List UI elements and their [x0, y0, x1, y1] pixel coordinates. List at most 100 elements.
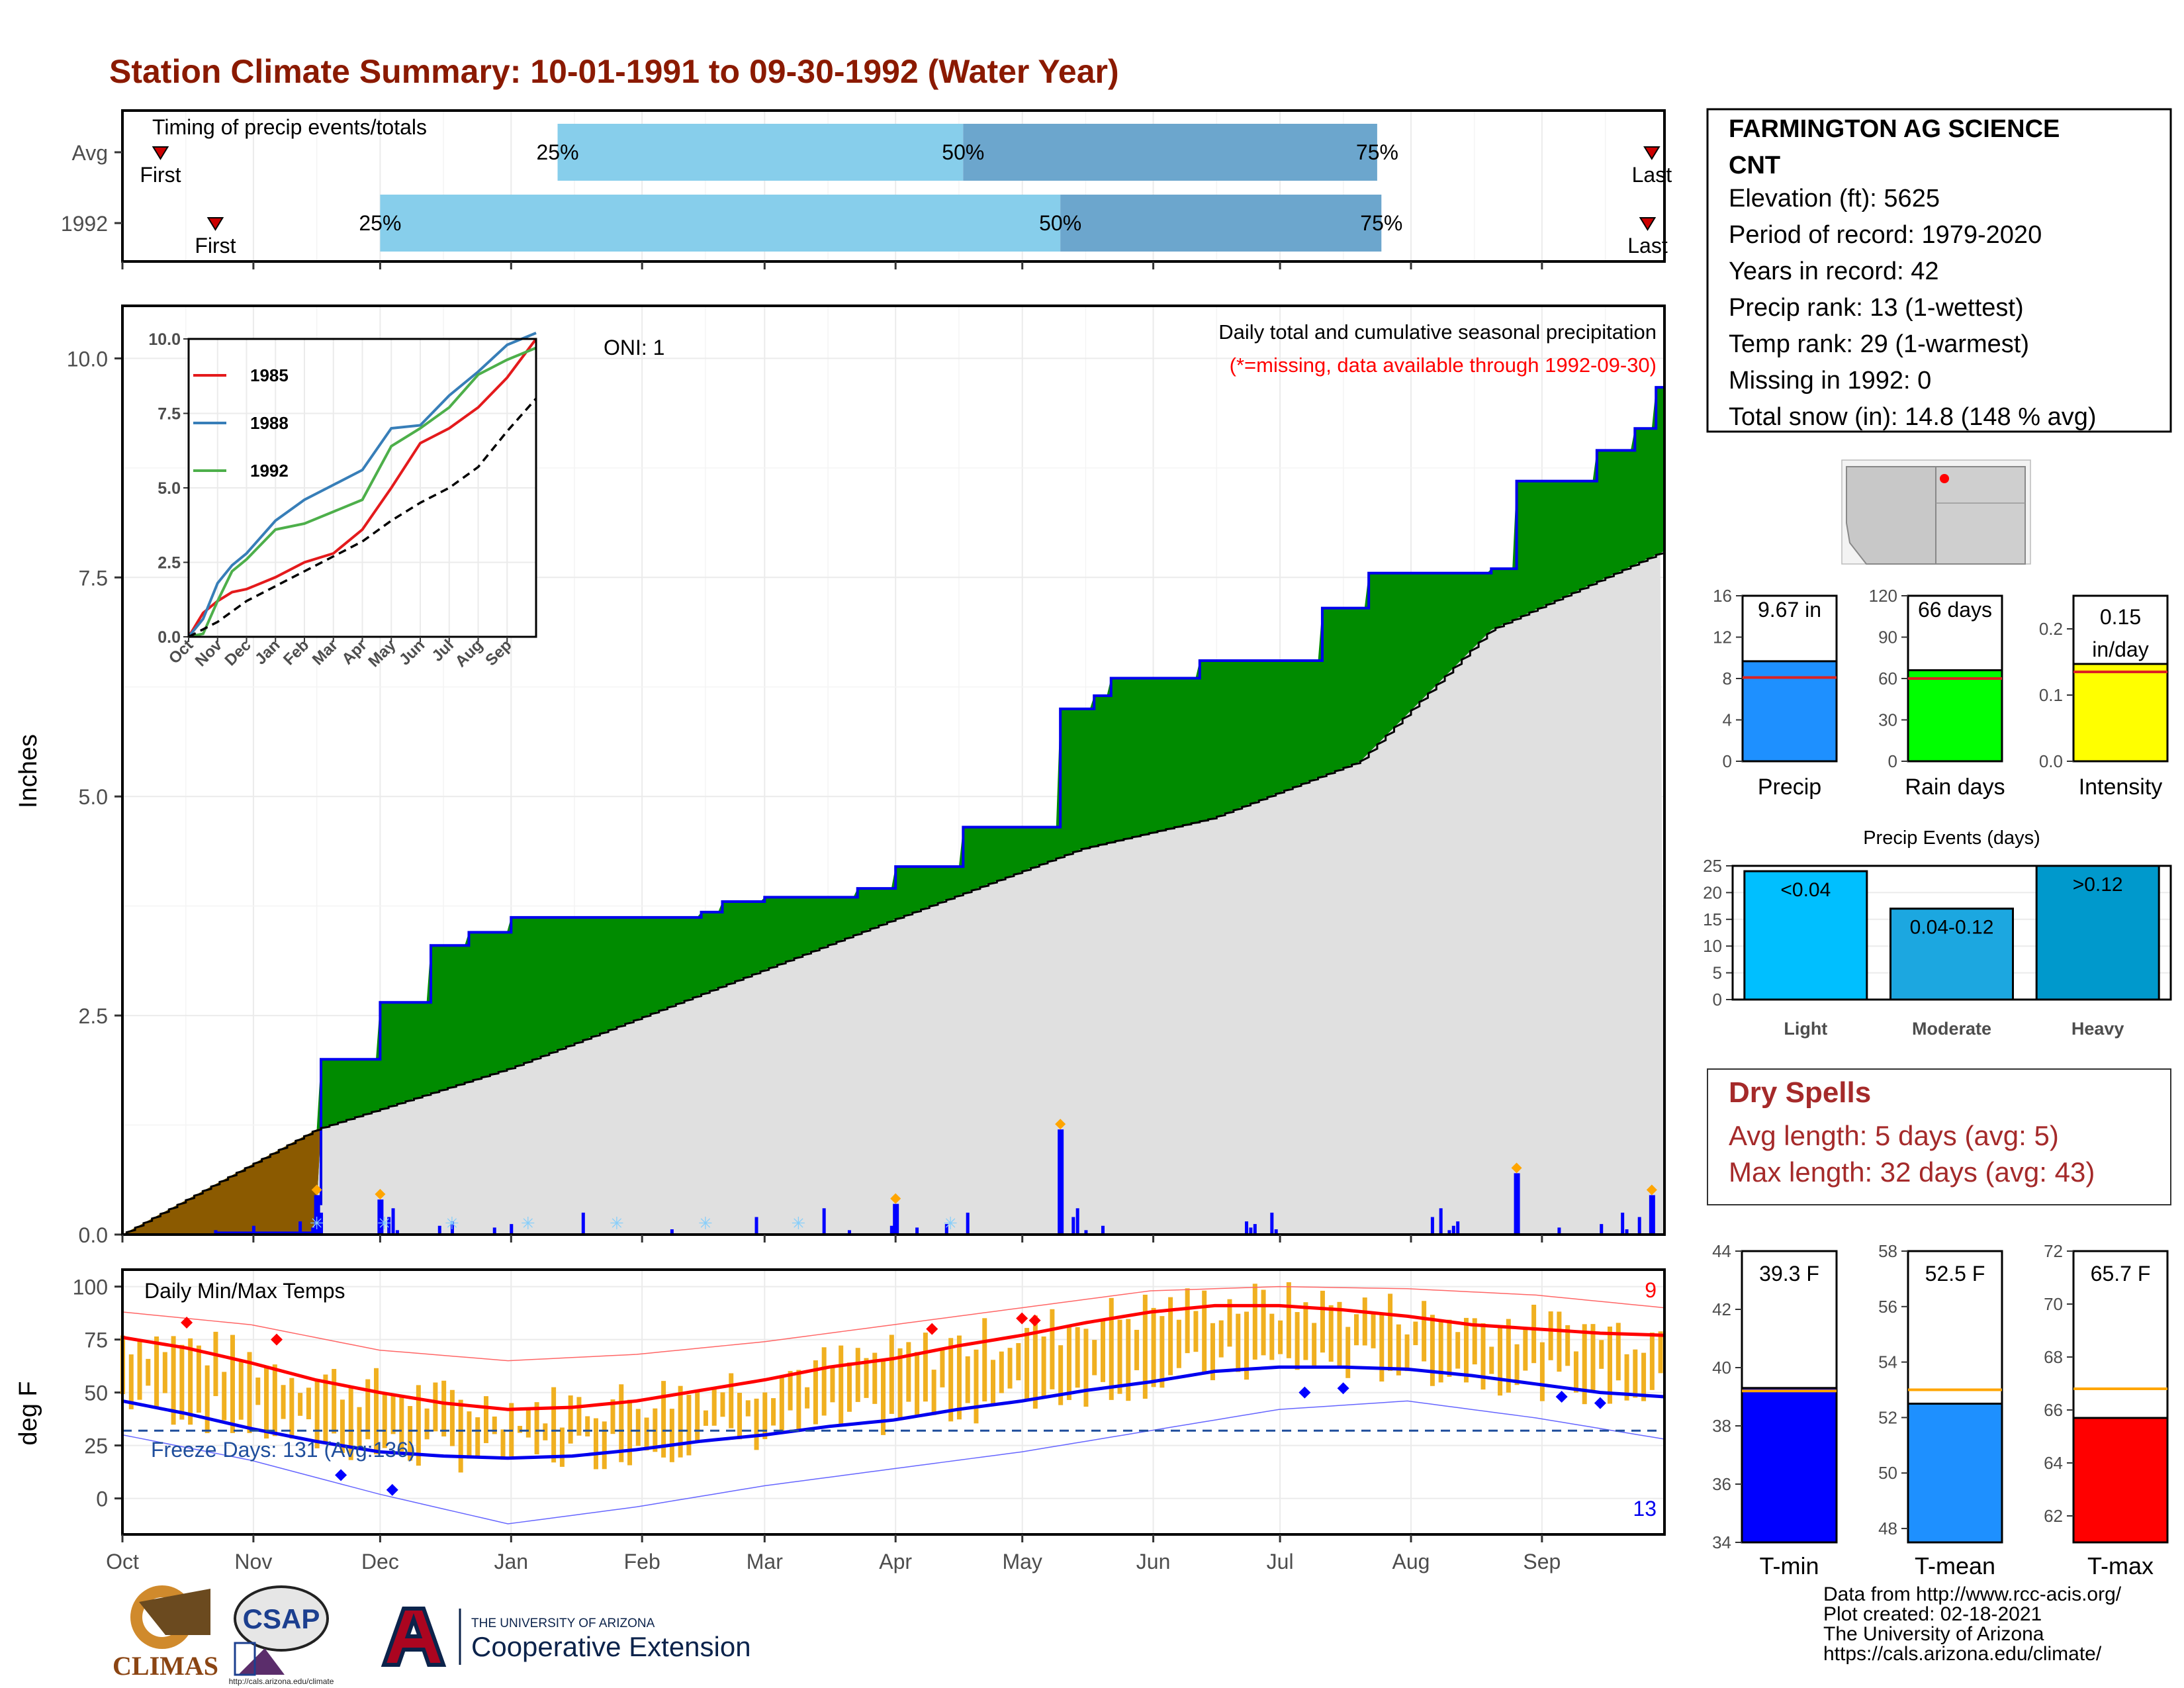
daily-temp-range-bar [1303, 1302, 1308, 1360]
snow-event-marker-icon [311, 1184, 322, 1196]
snow-flake-icon: ✳ [698, 1213, 713, 1233]
daily-temp-range-bar [1422, 1301, 1427, 1362]
y-tick-label: 2.5 [79, 1004, 108, 1028]
event-bar-label: >0.12 [2073, 874, 2123, 896]
daily-temp-range-bar [551, 1387, 557, 1463]
footer-line: Data from http://www.rcc-acis.org/ [1823, 1583, 2122, 1605]
daily-temp-range-bar [1016, 1342, 1021, 1381]
daily-temp-range-bar [1608, 1327, 1613, 1404]
daily-temp-range-bar [1032, 1315, 1038, 1409]
climas-logo-text: CLIMAS [113, 1651, 218, 1681]
daily-temp-range-bar [974, 1349, 979, 1424]
temp-panel: 0 25 50 75 100 Freeze Days: 131 (Avg:136) Dail… [73, 1268, 1666, 1573]
y-tick-label: 0 [1713, 990, 1722, 1009]
daily-temp-range-bar [889, 1335, 894, 1414]
daily-precip-bar [1084, 1230, 1088, 1235]
daily-temp-range-bar [171, 1336, 176, 1425]
first-label: First [195, 234, 236, 258]
daily-temp-range-bar [846, 1362, 852, 1412]
snow-flake-icon: ✳ [521, 1213, 535, 1233]
legend-label: 1988 [250, 413, 289, 433]
daily-temp-range-bar [1058, 1345, 1064, 1405]
y-tick-label: 4 [1723, 710, 1732, 730]
event-bar [2035, 865, 2160, 1001]
daily-temp-range-bar [1007, 1348, 1013, 1389]
daily-precip-bar [1447, 1230, 1451, 1235]
daily-temp-range-bar [830, 1366, 835, 1403]
daily-temp-range-bar [399, 1395, 404, 1452]
daily-temp-range-bar [1573, 1351, 1578, 1393]
daily-temp-range-bar [247, 1352, 252, 1433]
ua-a-icon [381, 1607, 447, 1667]
record-low-marker-icon [1337, 1382, 1349, 1395]
y-tick-label: 15 [1703, 910, 1722, 929]
daily-precip-bar [1274, 1229, 1278, 1235]
daily-temp-range-bar [332, 1369, 337, 1434]
daily-precip-bar [395, 1230, 399, 1235]
legend-label: 1985 [250, 365, 289, 385]
dry-spells-max: Max length: 32 days (avg: 43) [1729, 1156, 2095, 1188]
temp-summary-bar [1741, 1387, 1838, 1544]
timing-panel: Timing of precip events/totals Avg 25% 50% 7… [61, 109, 1672, 269]
daily-temp-range-bar [1252, 1284, 1257, 1360]
inset-x-tick-label: Mar [309, 636, 341, 669]
daily-temp-range-bar [128, 1354, 134, 1409]
last-event-marker-icon [1643, 146, 1661, 160]
daily-temp-range-bar [593, 1418, 598, 1470]
daily-temp-range-bar [1430, 1315, 1435, 1386]
inset-y-tick-label: 10.0 [148, 330, 181, 349]
timing-frame [121, 109, 1666, 263]
daily-temp-range-bar [805, 1387, 810, 1409]
precip-title: Daily total and cumulative seasonal prec… [1218, 320, 1657, 344]
snow-event-marker-icon [375, 1189, 386, 1200]
daily-temp-range-bar [1041, 1336, 1046, 1397]
x-tick-label: Jun [1136, 1550, 1171, 1573]
y-tick-label: 42 [1712, 1299, 1731, 1319]
daily-temp-range-bar [1083, 1329, 1089, 1407]
daily-temp-range-bar [1531, 1305, 1537, 1364]
daily-temp-range-bar [1066, 1325, 1071, 1400]
y-tick-label: 8 [1723, 669, 1732, 688]
daily-temp-range-bar [1539, 1342, 1545, 1401]
daily-temp-range-bar [238, 1362, 244, 1420]
inset-x-tick-label: Feb [280, 636, 312, 669]
daily-temp-range-bar [1362, 1297, 1367, 1346]
daily-precip-bar [1101, 1225, 1105, 1235]
summary-value-label: in/day [2092, 637, 2148, 661]
footer: Data from http://www.rcc-acis.org/ Plot … [1823, 1583, 2122, 1665]
precip-frame [121, 305, 1666, 1236]
daily-temp-range-bar [525, 1408, 531, 1438]
daily-temp-range-bar [1320, 1290, 1325, 1353]
event-bar [1889, 908, 2014, 1001]
inset-average-line [188, 397, 537, 638]
y-tick-label: 25 [1703, 856, 1722, 876]
precip-ylabel: Inches [15, 734, 42, 808]
station-line: Years in record: 42 [1729, 258, 1939, 285]
daily-temp-range-bar [1463, 1317, 1469, 1383]
timing-bar-50-75 [963, 124, 1377, 181]
daily-temp-range-bar [1489, 1346, 1494, 1374]
daily-temp-range-bar [1388, 1293, 1393, 1371]
daily-precip-bar [1245, 1221, 1249, 1235]
event-category-label: Heavy [2071, 1019, 2124, 1039]
observed-cumulative-line [122, 386, 1664, 1236]
daily-precip-bar [1253, 1224, 1257, 1235]
daily-temp-range-bar [272, 1364, 277, 1436]
daily-temp-range-bar [923, 1333, 928, 1402]
y-tick-label: 30 [1878, 710, 1897, 730]
daily-precip-bar [915, 1227, 919, 1235]
daily-temp-range-bar [449, 1389, 455, 1446]
daily-temp-range-bar [1328, 1305, 1334, 1362]
y-tick-label: 54 [1878, 1352, 1897, 1372]
y-tick-label: 0.0 [2039, 751, 2063, 771]
daily-precip-bar [847, 1230, 851, 1235]
daily-temp-range-bar [1050, 1309, 1055, 1389]
daily-precip-bar [1649, 1195, 1655, 1235]
daily-precip-bar [1439, 1208, 1443, 1235]
y-tick-label: 44 [1712, 1241, 1731, 1261]
daily-temp-range-bar [492, 1416, 497, 1434]
daily-temp-range-bar [1261, 1289, 1266, 1356]
daily-temp-range-bar [441, 1380, 447, 1437]
y-tick-label: 120 [1869, 586, 1897, 606]
daily-temp-range-bar [771, 1398, 776, 1426]
